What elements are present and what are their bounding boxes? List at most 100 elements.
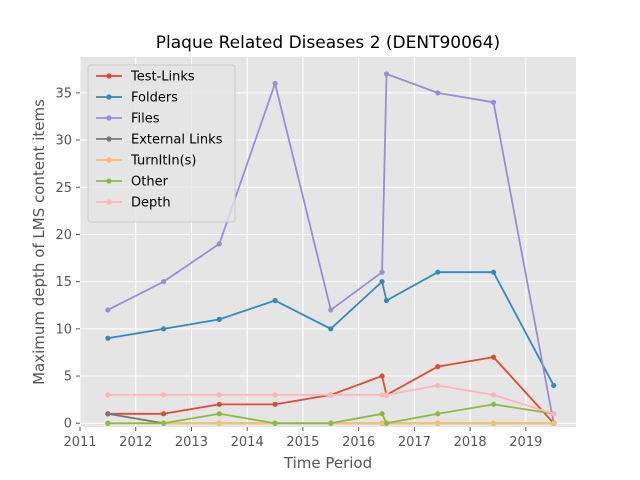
- data-point-files: [272, 80, 278, 87]
- legend-label: Depth: [131, 196, 171, 211]
- grid-lines: [79, 57, 576, 427]
- data-point-depth: [272, 392, 278, 398]
- data-point-files: [383, 71, 390, 77]
- y-axis-ticks: 0 5 10 15 20 25 30 35: [55, 86, 80, 432]
- data-point-other: [216, 411, 222, 417]
- data-point-other: [272, 420, 278, 426]
- data-point-files: [216, 241, 222, 247]
- legend-marker: [106, 157, 112, 163]
- data-point-test-links: [216, 401, 222, 407]
- data-point-test-links: [160, 411, 167, 417]
- legend-marker: [106, 199, 112, 205]
- x-tick-label: 2013: [175, 435, 208, 450]
- legend-marker: [106, 73, 112, 79]
- data-point-test-links: [379, 373, 385, 379]
- legend-label: Folders: [131, 91, 178, 106]
- data-point-other: [160, 420, 167, 426]
- data-point-files: [105, 307, 111, 313]
- x-tick-label: 2019: [509, 435, 542, 450]
- data-point-depth: [328, 392, 334, 398]
- data-point-folders: [379, 279, 385, 285]
- legend-marker: [106, 115, 112, 121]
- series-line-other: [107, 403, 554, 425]
- legend-item-folders: Folders: [96, 91, 178, 106]
- data-point-folders: [435, 269, 441, 275]
- legend-marker: [106, 178, 112, 184]
- y-tick-label: 35: [55, 86, 72, 101]
- legend-label: Files: [131, 112, 160, 127]
- series-group: [105, 71, 557, 426]
- y-tick-label: 20: [55, 228, 72, 243]
- chart-title: Plaque Related Diseases 2 (DENT90064): [156, 33, 500, 53]
- legend-item-external-links: External Links: [96, 133, 223, 148]
- data-point-other: [379, 411, 385, 417]
- legend-label: External Links: [131, 133, 223, 148]
- legend-frame: [87, 64, 236, 223]
- data-point-folders: [272, 297, 278, 304]
- x-tick-label: 2015: [286, 435, 319, 450]
- x-tick-label: 2011: [63, 435, 96, 450]
- series-line-depth: [107, 384, 554, 415]
- data-point-files: [160, 279, 167, 285]
- data-point-other: [383, 420, 390, 426]
- data-point-turnitin-s: [551, 420, 557, 426]
- data-point-other: [328, 420, 334, 426]
- data-point-folders: [160, 326, 167, 332]
- data-point-folders: [551, 382, 557, 389]
- legend-label: Other: [131, 175, 169, 190]
- data-point-turnitin-s: [379, 420, 385, 426]
- data-point-depth: [551, 411, 557, 417]
- data-point-depth: [490, 392, 497, 398]
- legend-item-turnitin-s: TurnItIn(s): [96, 154, 196, 169]
- series-line-files: [107, 73, 555, 424]
- y-axis-label: Maximum depth of LMS content items: [30, 99, 48, 385]
- series-other: [105, 401, 557, 426]
- y-tick-label: 0: [64, 417, 72, 432]
- legend-marker: [106, 136, 112, 142]
- series-line-folders: [107, 271, 555, 386]
- data-point-other: [435, 411, 441, 417]
- y-tick-label: 10: [55, 322, 72, 337]
- data-point-depth: [160, 392, 167, 398]
- y-tick-label: 30: [55, 134, 72, 149]
- x-tick-label: 2018: [454, 435, 487, 450]
- legend-item-files: Files: [96, 112, 160, 127]
- data-point-turnitin-s: [435, 420, 441, 426]
- y-tick-label: 5: [64, 370, 72, 385]
- data-point-depth: [105, 392, 111, 398]
- data-point-files: [435, 90, 441, 96]
- data-point-folders: [490, 269, 497, 275]
- series-folders: [105, 269, 557, 389]
- data-point-turnitin-s: [216, 420, 222, 426]
- data-point-folders: [383, 297, 390, 304]
- y-tick-label: 25: [55, 181, 72, 196]
- data-point-external-links: [105, 411, 111, 417]
- legend-item-other: Other: [96, 175, 169, 190]
- legend-item-test-links: Test-Links: [96, 70, 195, 85]
- data-point-folders: [105, 335, 111, 341]
- data-point-test-links: [435, 363, 441, 370]
- data-point-depth: [383, 392, 390, 398]
- x-tick-label: 2017: [398, 435, 431, 450]
- legend-label: TurnItIn(s): [130, 154, 196, 169]
- data-point-files: [328, 307, 334, 313]
- legend: Test-Links Folders Files External Links Turn…: [87, 64, 236, 223]
- series-depth: [105, 382, 557, 417]
- data-point-turnitin-s: [490, 420, 497, 426]
- x-axis-label: Time Period: [283, 454, 372, 472]
- legend-marker: [106, 94, 112, 100]
- legend-label: Test-Links: [130, 70, 195, 85]
- x-tick-label: 2012: [119, 435, 152, 450]
- x-axis-ticks: 2011 2012 2013 2014 2015 2016 2017 2018 2019: [63, 427, 542, 450]
- data-point-other: [105, 420, 111, 426]
- data-point-test-links: [490, 354, 497, 360]
- data-point-files: [490, 99, 497, 105]
- data-point-folders: [216, 316, 222, 322]
- x-tick-label: 2014: [231, 435, 264, 450]
- data-point-folders: [328, 326, 334, 332]
- data-point-files: [379, 269, 385, 275]
- data-point-test-links: [272, 401, 278, 407]
- legend-item-depth: Depth: [96, 196, 171, 211]
- data-point-depth: [379, 392, 385, 398]
